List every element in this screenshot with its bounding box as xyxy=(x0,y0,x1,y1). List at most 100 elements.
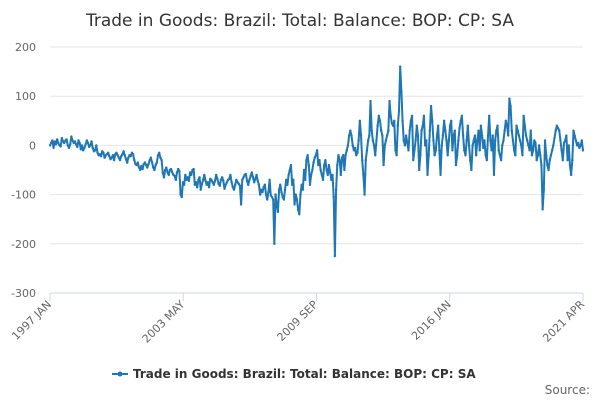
data-point[interactable] xyxy=(362,173,365,177)
data-point[interactable] xyxy=(66,144,70,147)
data-point[interactable] xyxy=(220,176,224,179)
data-point[interactable] xyxy=(388,99,391,103)
data-point[interactable] xyxy=(282,198,286,201)
data-point[interactable] xyxy=(444,129,447,132)
data-point[interactable] xyxy=(127,156,130,159)
data-point[interactable] xyxy=(469,158,472,162)
data-point[interactable] xyxy=(540,163,543,167)
data-point[interactable] xyxy=(550,149,554,152)
data-point[interactable] xyxy=(347,134,351,137)
data-point[interactable] xyxy=(275,203,278,206)
data-point[interactable] xyxy=(545,154,548,157)
data-point[interactable] xyxy=(200,182,204,185)
data-point[interactable] xyxy=(336,163,339,167)
data-point[interactable] xyxy=(139,168,142,172)
data-point[interactable] xyxy=(48,144,52,147)
data-point[interactable] xyxy=(472,139,475,142)
data-point[interactable] xyxy=(167,173,170,177)
data-point[interactable] xyxy=(343,168,346,172)
data-point[interactable] xyxy=(566,158,569,162)
data-point[interactable] xyxy=(143,161,147,164)
data-point[interactable] xyxy=(383,144,386,147)
data-point[interactable] xyxy=(77,139,80,142)
data-point[interactable] xyxy=(178,169,181,173)
data-point[interactable] xyxy=(416,134,420,137)
data-point[interactable] xyxy=(307,163,310,167)
data-point[interactable] xyxy=(344,154,347,157)
data-point[interactable] xyxy=(578,146,581,150)
data-point[interactable] xyxy=(403,144,407,147)
data-point[interactable] xyxy=(112,158,116,162)
data-point[interactable] xyxy=(129,155,132,158)
data-point[interactable] xyxy=(54,143,58,146)
data-point[interactable] xyxy=(283,188,287,191)
data-point[interactable] xyxy=(270,195,274,199)
data-point[interactable] xyxy=(380,129,383,132)
data-point[interactable] xyxy=(404,134,408,137)
data-point[interactable] xyxy=(330,178,333,182)
data-point[interactable] xyxy=(463,149,466,152)
data-point[interactable] xyxy=(248,178,251,182)
data-point[interactable] xyxy=(474,154,478,157)
data-point[interactable] xyxy=(235,178,238,182)
data-point[interactable] xyxy=(251,176,255,179)
data-point[interactable] xyxy=(530,154,534,157)
data-point[interactable] xyxy=(327,163,331,167)
data-point[interactable] xyxy=(497,149,500,152)
data-point[interactable] xyxy=(509,104,512,108)
data-point[interactable] xyxy=(447,139,451,142)
data-point[interactable] xyxy=(477,129,480,132)
data-point[interactable] xyxy=(213,179,217,183)
data-point[interactable] xyxy=(548,158,551,162)
series-line[interactable] xyxy=(49,65,584,258)
data-point[interactable] xyxy=(260,188,263,191)
data-point[interactable] xyxy=(331,173,334,177)
data-point[interactable] xyxy=(218,184,221,187)
data-point[interactable] xyxy=(567,144,570,147)
data-point[interactable] xyxy=(486,134,490,137)
data-point[interactable] xyxy=(429,104,433,108)
data-point[interactable] xyxy=(133,158,136,162)
data-point[interactable] xyxy=(461,134,465,137)
data-point[interactable] xyxy=(350,134,353,137)
data-point[interactable] xyxy=(412,158,415,162)
data-point[interactable] xyxy=(231,186,235,189)
data-point[interactable] xyxy=(190,173,193,177)
legend[interactable]: Trade in Goods: Brazil: Total: Balance: … xyxy=(112,367,476,381)
data-point[interactable] xyxy=(194,181,198,184)
data-point[interactable] xyxy=(476,139,479,142)
data-point[interactable] xyxy=(187,179,191,183)
data-point[interactable] xyxy=(397,109,401,113)
data-point[interactable] xyxy=(351,144,354,147)
data-point[interactable] xyxy=(451,149,454,152)
data-point[interactable] xyxy=(384,139,388,142)
data-point[interactable] xyxy=(488,114,491,118)
data-point[interactable] xyxy=(241,178,244,182)
data-point[interactable] xyxy=(579,144,582,147)
data-point[interactable] xyxy=(201,178,205,182)
data-point[interactable] xyxy=(245,179,249,183)
data-point[interactable] xyxy=(222,179,225,183)
data-point[interactable] xyxy=(197,178,200,182)
data-point[interactable] xyxy=(460,114,464,118)
data-point[interactable] xyxy=(258,193,262,196)
data-point[interactable] xyxy=(332,195,335,199)
data-point[interactable] xyxy=(95,144,98,147)
data-point[interactable] xyxy=(257,183,261,186)
data-point[interactable] xyxy=(63,141,66,145)
data-point[interactable] xyxy=(375,139,378,142)
data-point[interactable] xyxy=(67,146,71,150)
data-point[interactable] xyxy=(274,193,277,196)
data-point[interactable] xyxy=(571,158,574,162)
data-point[interactable] xyxy=(136,161,140,164)
data-point[interactable] xyxy=(216,177,219,181)
data-point[interactable] xyxy=(55,138,59,141)
data-point[interactable] xyxy=(96,151,99,154)
data-point[interactable] xyxy=(266,198,269,201)
data-point[interactable] xyxy=(441,134,445,137)
data-point[interactable] xyxy=(276,210,280,214)
data-point[interactable] xyxy=(512,149,516,152)
data-point[interactable] xyxy=(237,182,240,185)
data-point[interactable] xyxy=(575,144,579,147)
data-point[interactable] xyxy=(169,167,173,171)
